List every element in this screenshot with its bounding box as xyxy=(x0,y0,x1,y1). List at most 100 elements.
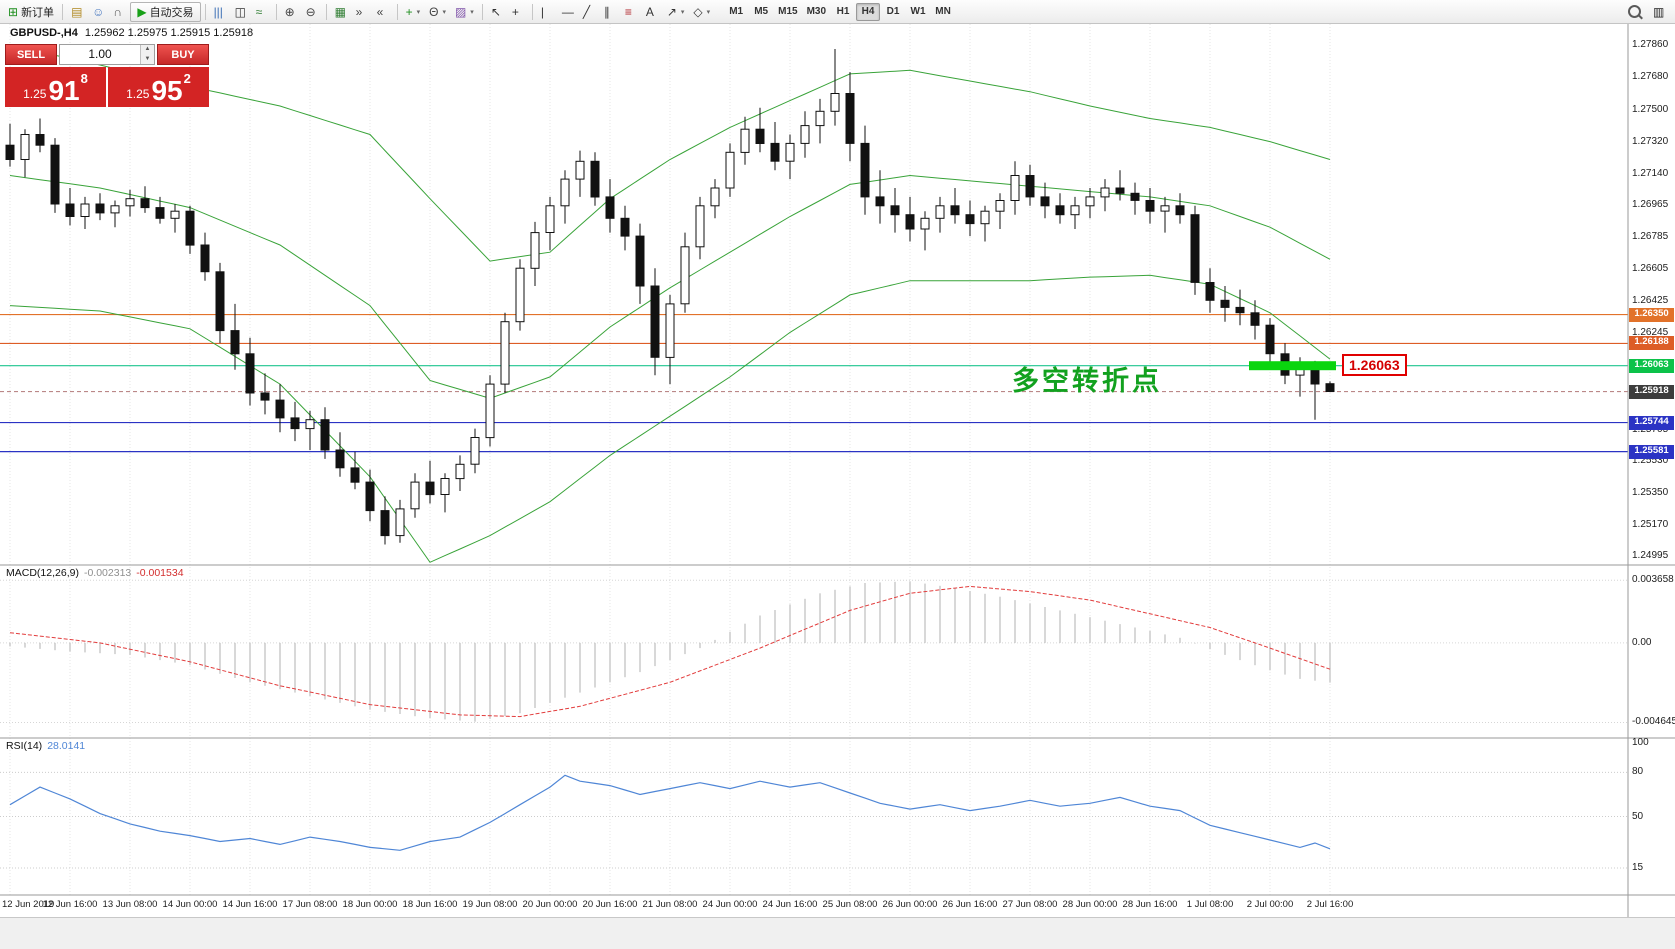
timeframe-m15[interactable]: M15 xyxy=(774,3,801,21)
symbol-period-label: GBPUSD-,H4 xyxy=(10,27,78,39)
bollinger-bands xyxy=(9,44,1331,563)
sell-price-display[interactable]: 1.25 91 8 xyxy=(5,67,106,107)
zoom-out-icon-glyph: ⊖ xyxy=(305,4,316,19)
chevron-down-icon: ▾ xyxy=(416,8,421,16)
level-lines xyxy=(0,313,1628,453)
zoom-out-icon[interactable]: ⊖ xyxy=(302,2,322,22)
sell-price-pips: 91 xyxy=(48,75,80,106)
rsi-pane xyxy=(0,771,1628,869)
volume-down-icon[interactable]: ▼ xyxy=(141,54,154,64)
toolbar-separator xyxy=(204,3,206,20)
toolbar-buttons: ⊞ 新订单 ▤ ☺ ∩ ▶ 自动交易 ||| ◫ ≈ ⊕ ⊖ ▦» «+ ▾ Θ ▾ ▨ ▾ ↖ + | — ╱ ∥ ≡ A ↗ ▾ ◇ ▾ xyxy=(4,1,714,22)
search-icon xyxy=(1628,5,1641,18)
buy-price-display[interactable]: 1.25 95 2 xyxy=(108,67,209,107)
chart-title: GBPUSD-,H4 1.25962 1.25975 1.25915 1.2591… xyxy=(10,27,253,39)
ohlc-values: 1.25962 1.25975 1.25915 1.25918 xyxy=(84,27,254,39)
tile-windows-icon[interactable]: ▦ xyxy=(331,2,351,22)
timeframe-w1[interactable]: W1 xyxy=(906,3,930,21)
buy-price-point: 2 xyxy=(183,71,191,86)
line-chart-icon[interactable]: ≈ xyxy=(252,2,272,22)
workspace-icon[interactable]: ▥ xyxy=(1649,2,1669,22)
timeframe-m30[interactable]: M30 xyxy=(803,3,830,21)
toolbar-separator xyxy=(325,3,327,20)
fibonacci-icon[interactable]: ≡ xyxy=(621,2,641,22)
zoom-in-icon[interactable]: ⊕ xyxy=(281,2,301,22)
periods-icon[interactable]: Θ ▾ xyxy=(425,2,450,22)
indicators-icon-glyph: + xyxy=(405,4,413,19)
channel-icon[interactable]: ∥ xyxy=(600,2,620,22)
new-order-button[interactable]: ⊞ 新订单 xyxy=(4,2,58,22)
price-level-tag: 1.26063 xyxy=(1342,353,1407,376)
crosshair-icon[interactable]: + xyxy=(508,2,528,22)
fibonacci-icon-glyph: ≡ xyxy=(624,4,632,19)
autotrading-button-label: 自动交易 xyxy=(149,6,194,19)
chart-window-icon[interactable]: ▤ xyxy=(67,2,87,22)
buy-price-base: 1.25 xyxy=(126,87,150,101)
arrows-icon[interactable]: ↗ ▾ xyxy=(663,2,689,22)
candlestick-chart-icon-glyph: ◫ xyxy=(234,4,246,19)
text-icon[interactable]: A xyxy=(642,2,662,22)
volume-up-icon[interactable]: ▲ xyxy=(141,45,154,55)
toolbar-separator xyxy=(62,3,64,20)
headset-icon[interactable]: ∩ xyxy=(109,2,129,22)
sell-price-point: 8 xyxy=(80,71,88,86)
timeframe-h1[interactable]: H1 xyxy=(831,3,855,21)
macd-pane xyxy=(0,579,1628,723)
toolbar-separator xyxy=(275,3,277,20)
shapes-icon[interactable]: ◇ ▾ xyxy=(689,2,714,22)
candlestick-chart-icon[interactable]: ◫ xyxy=(231,2,251,22)
profile-icon[interactable]: ☺ xyxy=(88,2,108,22)
toolbar-separator xyxy=(396,3,398,20)
arrows-icon-glyph: ↗ xyxy=(666,4,677,19)
vertical-line-icon[interactable]: | xyxy=(537,2,557,22)
timeframe-m1[interactable]: M1 xyxy=(724,3,748,21)
macd-pane-label: MACD(12,26,9) -0.002313 -0.001534 xyxy=(6,567,184,579)
grid-lines xyxy=(9,24,1331,895)
channel-icon-glyph: ∥ xyxy=(603,4,610,19)
bar-chart-icon[interactable]: ||| xyxy=(210,2,230,22)
timeframe-mn[interactable]: MN xyxy=(931,3,955,21)
timeframe-d1[interactable]: D1 xyxy=(881,3,905,21)
highlight-zone xyxy=(1249,361,1336,371)
toolbar-separator xyxy=(481,3,483,20)
rsi-name: RSI(14) xyxy=(6,740,43,752)
vertical-line-icon-glyph: | xyxy=(540,4,544,19)
volume-value[interactable]: 1.00 xyxy=(88,47,112,61)
status-strip xyxy=(0,917,1675,949)
timeframe-h4[interactable]: H4 xyxy=(856,2,881,21)
toolbar-right: ▥ xyxy=(1624,2,1669,22)
annotation-text: 多空转折点 xyxy=(1012,365,1162,396)
volume-spinner: ▲ ▼ xyxy=(140,45,154,64)
indicators-icon[interactable]: + ▾ xyxy=(402,2,425,22)
templates-icon-glyph: ▨ xyxy=(454,4,467,19)
periods-icon-glyph: Θ xyxy=(429,4,439,19)
templates-icon[interactable]: ▨ ▾ xyxy=(451,2,478,22)
toolbar: ⊞ 新订单 ▤ ☺ ∩ ▶ 自动交易 ||| ◫ ≈ ⊕ ⊖ ▦» «+ ▾ Θ ▾ ▨ ▾ ↖ + | — ╱ ∥ ≡ A ↗ ▾ ◇ ▾… xyxy=(0,0,1675,24)
chart-shift-icon-glyph: « xyxy=(376,4,384,19)
chart-shift-icon[interactable]: « xyxy=(373,2,393,22)
buy-button[interactable]: BUY xyxy=(157,44,209,65)
shapes-icon-glyph: ◇ xyxy=(693,4,703,19)
crosshair-icon-glyph: + xyxy=(511,4,519,19)
horizontal-line-icon[interactable]: — xyxy=(558,2,578,22)
auto-scroll-icon-glyph: » xyxy=(355,4,363,19)
profile-icon-glyph: ☺ xyxy=(92,4,105,19)
trendline-icon[interactable]: ╱ xyxy=(579,2,599,22)
auto-scroll-icon[interactable]: » xyxy=(352,2,372,22)
pane-separators xyxy=(0,24,1675,917)
chart-window-icon-glyph: ▤ xyxy=(71,4,83,19)
cursor-icon[interactable]: ↖ xyxy=(487,2,507,22)
search-icon[interactable] xyxy=(1624,2,1645,22)
headset-icon-glyph: ∩ xyxy=(113,4,122,19)
rsi-value: 28.0141 xyxy=(47,740,86,752)
chevron-down-icon: ▾ xyxy=(680,8,685,16)
sell-button[interactable]: SELL xyxy=(5,44,57,65)
volume-input[interactable]: 1.00 ▲ ▼ xyxy=(59,44,155,65)
candles-series xyxy=(5,49,1335,545)
autotrading-button[interactable]: ▶ 自动交易 xyxy=(130,1,201,22)
macd-value-main: -0.002313 xyxy=(83,567,132,579)
timeframe-m5[interactable]: M5 xyxy=(749,3,773,21)
text-icon-glyph: A xyxy=(645,4,654,19)
new-order-glyph: ⊞ xyxy=(8,4,19,19)
